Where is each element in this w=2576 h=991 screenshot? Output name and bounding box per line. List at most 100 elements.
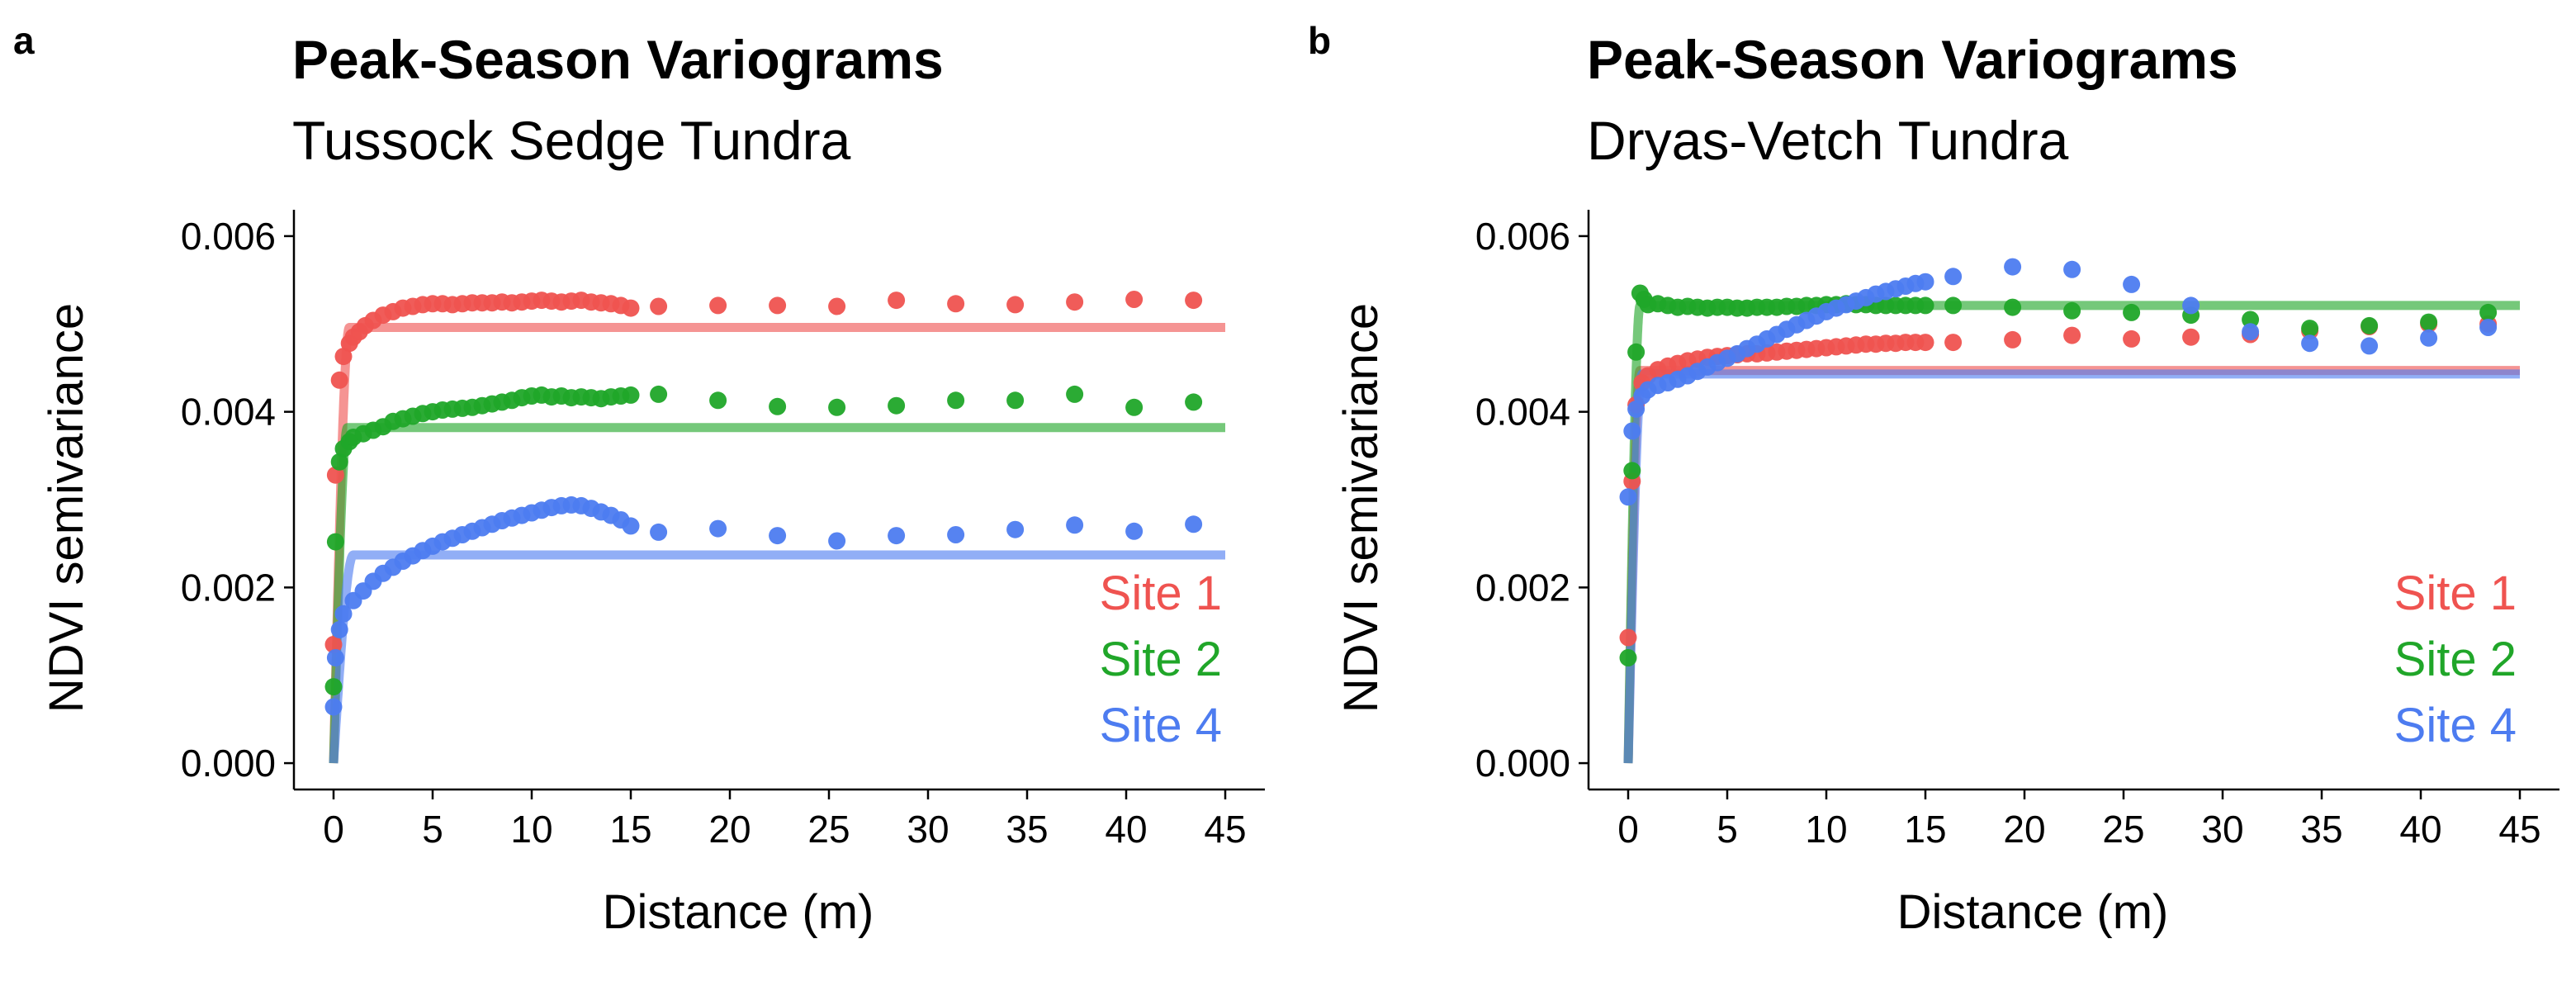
data-point (2004, 330, 2022, 349)
data-point (2063, 301, 2081, 320)
x-tick-label: 15 (1904, 808, 1946, 851)
series-site-4 (324, 496, 1203, 716)
x-tick-label: 40 (2399, 808, 2441, 851)
data-point (2004, 258, 2022, 276)
data-point (2479, 319, 2498, 336)
data-point (622, 517, 640, 535)
data-point (2479, 303, 2498, 321)
x-axis-label: Distance (m) (1897, 885, 2169, 939)
data-point (324, 698, 343, 716)
data-point (888, 292, 906, 310)
data-point (1006, 520, 1025, 538)
data-point (650, 385, 668, 403)
data-point (769, 397, 787, 415)
data-point (1185, 393, 1203, 411)
data-point (769, 296, 787, 315)
data-point (2123, 303, 2141, 321)
data-point (334, 348, 353, 366)
data-point (1944, 296, 1963, 315)
data-point (2123, 330, 2141, 348)
data-point (2242, 323, 2260, 341)
fit-line-site-1 (1623, 366, 2520, 764)
data-point (709, 391, 727, 410)
data-point (1916, 296, 1934, 315)
data-point (1619, 488, 1637, 506)
data-point (1627, 343, 1646, 361)
legend-entry: Site 2 (2394, 633, 2517, 686)
data-point (1066, 293, 1084, 311)
legend-entry: Site 4 (2394, 699, 2517, 752)
data-point (828, 297, 846, 315)
y-tick-label: 0.006 (1475, 215, 1570, 258)
data-point (1944, 268, 1963, 286)
x-tick-label: 0 (323, 808, 344, 851)
y-tick-label: 0.004 (1475, 391, 1570, 434)
data-point (888, 527, 906, 545)
data-point (2242, 311, 2260, 329)
x-tick-label: 25 (2102, 808, 2144, 851)
legend-entry: Site 1 (1100, 567, 1222, 620)
fit-line-site-2 (329, 423, 1225, 764)
data-point (1627, 400, 1646, 418)
data-point (947, 526, 965, 543)
chart-subtitle: Dryas-Vetch Tundra (1587, 110, 2069, 171)
x-tick-label: 40 (1105, 808, 1147, 851)
data-point (1125, 522, 1144, 540)
x-tick-label: 20 (708, 808, 751, 851)
data-point (947, 295, 965, 313)
x-tick-label: 30 (907, 808, 949, 851)
y-tick-label: 0.000 (181, 742, 276, 785)
variogram-plot-dryas: 0 5 10 15 20 25 30 35 40 45 0.000 0.002 0.004 0.006 Di… (1334, 210, 2559, 939)
data-point (2301, 320, 2319, 338)
data-point (1623, 422, 1641, 440)
x-tick-label: 35 (2300, 808, 2342, 851)
fit-line-site-1 (329, 323, 1225, 764)
data-point (2420, 329, 2438, 347)
chart-title: Peak-Season Variograms (292, 29, 944, 90)
data-point (888, 396, 906, 415)
data-point (2361, 316, 2379, 334)
data-point (709, 296, 727, 315)
x-tick-label: 20 (2003, 808, 2045, 851)
panel-a: a Peak-Season Variograms Tussock Sedge T… (13, 19, 1265, 939)
data-point (2063, 260, 2081, 278)
panel-letter: a (13, 19, 35, 62)
data-point (947, 391, 965, 410)
y-tick-label: 0.002 (181, 566, 276, 609)
series-site-1 (324, 291, 1203, 653)
y-tick-label: 0.002 (1475, 566, 1570, 609)
data-point (2063, 326, 2081, 344)
x-tick-label: 45 (2498, 808, 2540, 851)
data-point (650, 297, 668, 315)
data-point (2182, 328, 2200, 346)
data-point (2361, 337, 2379, 355)
variogram-plot-tussock: 0 5 10 15 20 25 30 35 40 45 0.000 0.002 0.004 0.006 Di… (40, 210, 1265, 939)
data-point (2182, 296, 2200, 315)
panel-b: b Peak-Season Variograms Dryas-Vetch Tun… (1295, 0, 2576, 991)
data-point (1006, 296, 1025, 314)
data-point (1185, 515, 1203, 533)
series-site-4 (1619, 258, 2498, 506)
data-point (1125, 291, 1144, 308)
x-tick-label: 10 (510, 808, 552, 851)
data-point (2123, 275, 2141, 293)
series-site-2 (324, 385, 1203, 696)
data-point (622, 299, 640, 317)
data-point (1623, 462, 1641, 480)
legend-entry: Site 4 (1100, 699, 1222, 752)
x-tick-label: 25 (807, 808, 850, 851)
data-point (326, 649, 344, 666)
data-point (2420, 313, 2438, 331)
data-point (1944, 334, 1963, 352)
data-point (1185, 292, 1203, 310)
data-point (1066, 516, 1084, 534)
series-site-1 (1619, 315, 2498, 647)
data-point (709, 519, 727, 538)
data-point (1619, 649, 1637, 666)
y-tick-label: 0.006 (181, 215, 276, 258)
y-axis-label: NDVI semivariance (40, 303, 93, 713)
data-point (2301, 334, 2319, 353)
fit-line-site-4 (329, 550, 1225, 764)
y-axis-label: NDVI semivariance (1334, 303, 1388, 713)
data-point (326, 466, 344, 484)
